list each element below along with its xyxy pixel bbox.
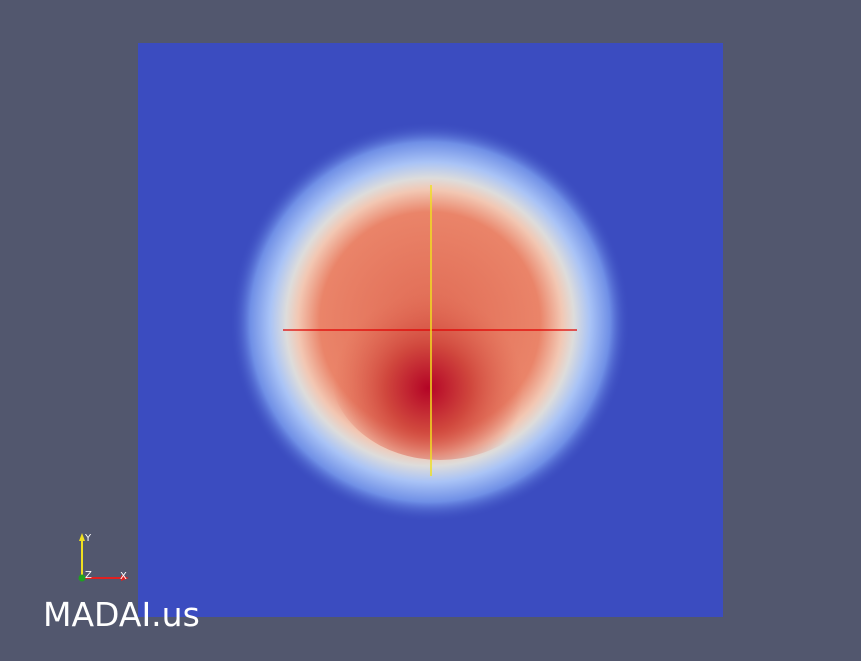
z-label: Z	[85, 570, 92, 581]
hot-spot	[330, 280, 550, 460]
x-label: X	[120, 571, 127, 582]
y-label: Y	[84, 533, 92, 544]
orientation-widget: Y Z X	[78, 533, 129, 582]
z-axis	[78, 574, 86, 582]
watermark: MADAI.us	[43, 595, 200, 634]
y-arrow	[79, 533, 85, 541]
x-arrow	[121, 575, 129, 581]
